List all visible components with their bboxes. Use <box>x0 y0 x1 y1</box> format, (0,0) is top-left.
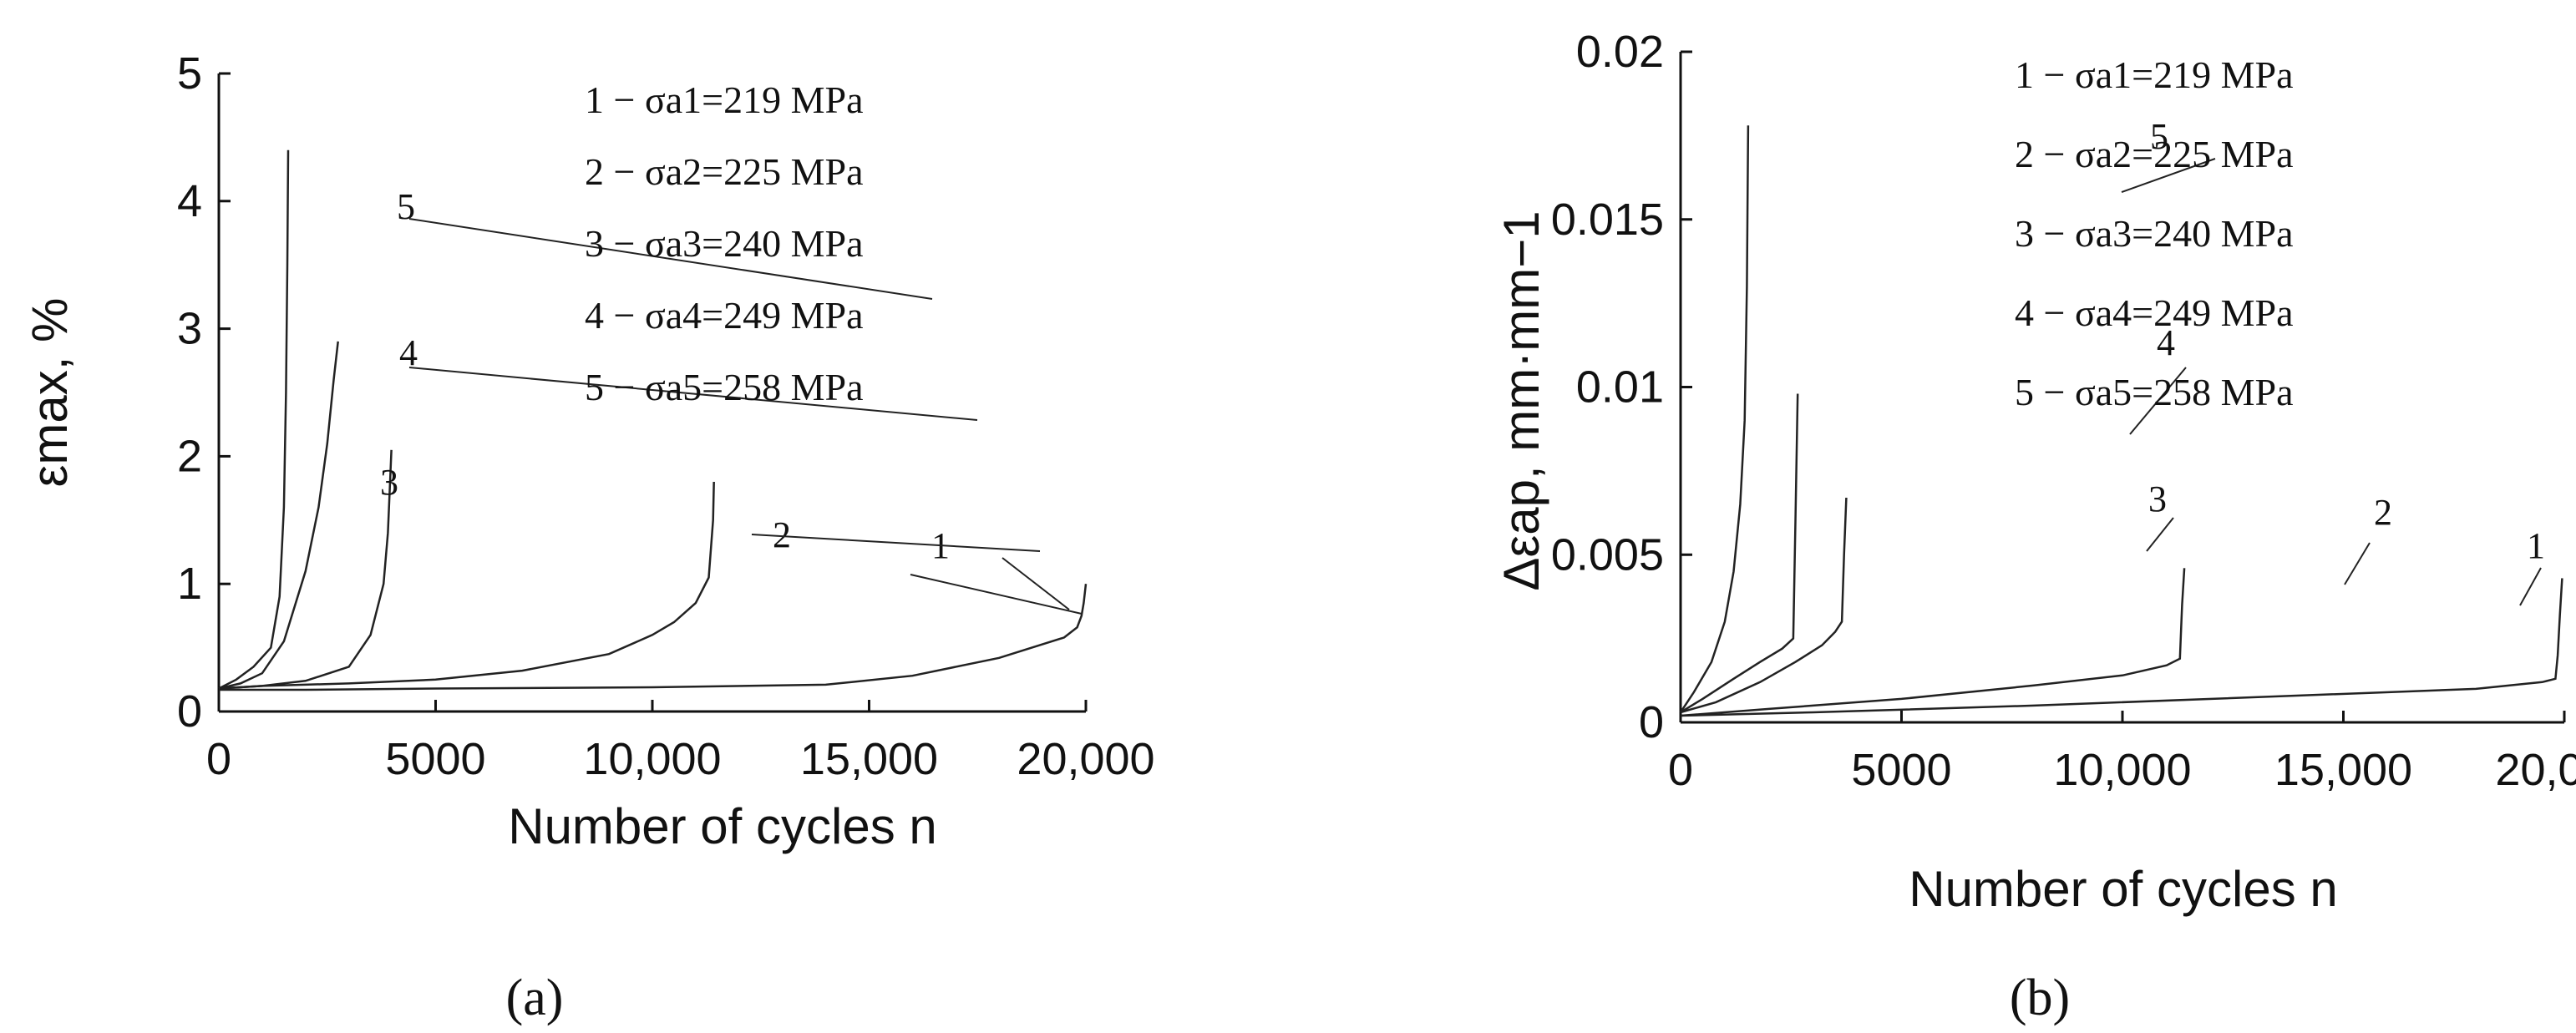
series-line-3 <box>218 449 393 690</box>
curve-leader-line <box>2519 567 2542 606</box>
y-tick-label: 1 <box>177 559 202 609</box>
curve-number-label: 5 <box>2150 116 2168 157</box>
curve-number-label: 4 <box>399 332 418 373</box>
y-tick-label: 0.01 <box>1576 362 1664 413</box>
curve-leader-line <box>408 367 978 421</box>
x-axis-label: Number of cycles n <box>508 798 937 854</box>
x-axis-label: Number of cycles n <box>1909 861 2338 917</box>
curve-leader-line <box>2344 542 2371 585</box>
legend-entry: 2 − σa2=225 MPa <box>2015 133 2294 175</box>
curve-number-label: 1 <box>2527 525 2545 566</box>
x-tick-label: 15,000 <box>800 734 938 784</box>
x-tick-label: 20,000 <box>1017 734 1154 784</box>
y-tick-label: 0.02 <box>1576 27 1664 77</box>
curve-number-label: 2 <box>773 514 791 555</box>
y-axis-label: Δεap, mm·mm−1 <box>1493 210 1549 590</box>
curve-number-label: 4 <box>2157 322 2175 363</box>
legend-entry: 5 − σa5=258 MPa <box>2015 371 2294 413</box>
legend-entry: 1 − σa1=219 MPa <box>585 78 864 121</box>
legend-entry: 4 − σa4=249 MPa <box>585 294 864 337</box>
x-tick-label: 10,000 <box>583 734 721 784</box>
curve-leader-line <box>2129 367 2187 435</box>
chart-panel-b: 0 5000 10,000 15,000 20,000 0 0.005 0.01 0.015 0.… <box>1288 0 2576 1033</box>
x-tick-label: 0 <box>1668 745 1693 795</box>
y-tick-label: 0 <box>177 686 202 737</box>
curve-leader-line <box>751 534 1041 552</box>
curve-leader-line <box>1001 557 1070 610</box>
series-line-4 <box>218 341 339 690</box>
y-axis-label: εmax, % <box>22 298 78 488</box>
legend-entry: 3 − σa3=240 MPa <box>2015 212 2294 255</box>
curve-leader-line <box>2146 517 2174 552</box>
chart-panel-a: 0 5000 10,000 15,000 20,000 0 1 2 3 4 5 Number of c… <box>22 48 1155 1026</box>
x-tick-label: 20,000 <box>2495 745 2576 795</box>
y-tick-label: 4 <box>177 176 202 226</box>
x-tick-label: 10,000 <box>2053 745 2191 795</box>
chart-a-svg: 0 5000 10,000 15,000 20,000 0 1 2 3 4 5 Number of c… <box>22 48 1155 1026</box>
y-tick-label: 0 <box>1639 697 1664 747</box>
series-line-5 <box>218 149 290 690</box>
legend-entry: 4 − σa4=249 MPa <box>2015 291 2294 334</box>
chart-b-svg: 0 5000 10,000 15,000 20,000 0 0.005 0.01 0.015 0.… <box>1493 27 2576 1026</box>
y-tick-label: 0.005 <box>1551 529 1664 580</box>
curve-leader-line <box>910 574 1083 615</box>
curve-number-label: 2 <box>2374 492 2392 533</box>
curve-number-label: 3 <box>380 462 398 503</box>
series-line-4 <box>1680 393 1799 714</box>
series-line-3 <box>1680 497 1848 714</box>
legend-entry: 2 − σa2=225 MPa <box>585 150 864 193</box>
curve-number-label: 5 <box>397 186 415 227</box>
series-line-2 <box>218 481 715 690</box>
series-line-2 <box>1680 568 2186 717</box>
x-tick-label: 5000 <box>385 734 485 784</box>
curve-leader-line <box>408 218 933 300</box>
series-line-1 <box>219 584 1088 691</box>
series-line-1 <box>1680 578 2563 717</box>
y-tick-label: 2 <box>177 431 202 481</box>
y-tick-label: 0.015 <box>1551 195 1664 245</box>
legend-entry: 5 − σa5=258 MPa <box>585 366 864 408</box>
panel-label: (a) <box>506 970 564 1026</box>
legend-entry: 3 − σa3=240 MPa <box>585 222 864 265</box>
curve-number-label: 3 <box>2148 479 2167 519</box>
y-tick-label: 5 <box>177 48 202 99</box>
x-tick-label: 5000 <box>1851 745 1951 795</box>
curve-leader-line <box>2121 158 2216 193</box>
legend-entry: 1 − σa1=219 MPa <box>2015 53 2294 96</box>
y-tick-label: 3 <box>177 304 202 354</box>
x-tick-label: 0 <box>206 734 231 784</box>
series-line-5 <box>1679 125 1750 713</box>
x-tick-label: 15,000 <box>2274 745 2412 795</box>
panel-label: (b) <box>2010 970 2070 1026</box>
